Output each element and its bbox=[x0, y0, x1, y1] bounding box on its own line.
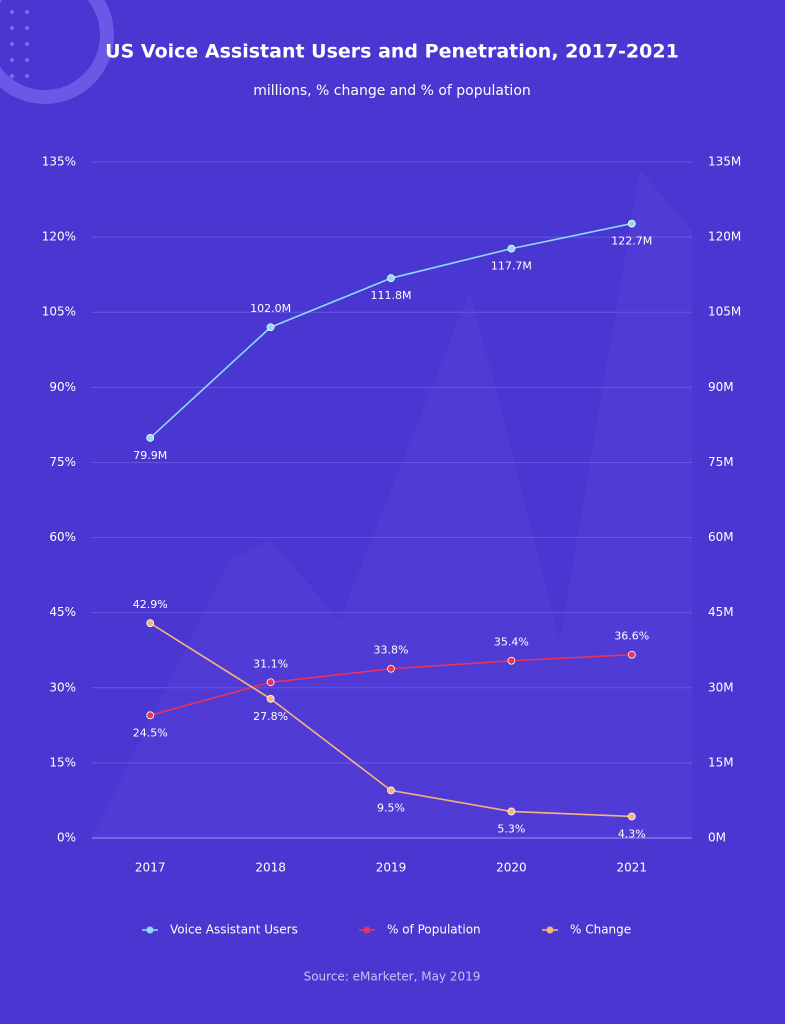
data-label: 102.0M bbox=[250, 302, 291, 315]
x-tick-label: 2017 bbox=[135, 861, 166, 875]
legend-label: % of Population bbox=[387, 923, 481, 937]
data-point bbox=[627, 650, 636, 659]
x-tick-label: 2018 bbox=[255, 861, 286, 875]
y2-tick-label: 105M bbox=[708, 305, 741, 319]
data-point bbox=[507, 656, 516, 665]
y2-tick-label: 120M bbox=[708, 230, 741, 244]
y-tick-label: 90% bbox=[49, 380, 76, 394]
data-label: 42.9% bbox=[133, 598, 168, 611]
data-label: 117.7M bbox=[491, 260, 532, 273]
legend-label: % Change bbox=[570, 923, 631, 937]
y-tick-label: 75% bbox=[49, 455, 76, 469]
y-tick-label: 105% bbox=[42, 305, 76, 319]
decoration bbox=[0, 0, 114, 104]
data-point bbox=[627, 812, 636, 821]
data-point bbox=[507, 807, 516, 816]
x-tick-label: 2020 bbox=[496, 861, 527, 875]
y2-tick-label: 0M bbox=[708, 831, 726, 845]
y2-tick-label: 75M bbox=[708, 455, 734, 469]
data-label: 5.3% bbox=[497, 822, 525, 835]
legend-marker bbox=[363, 926, 371, 934]
data-label: 4.3% bbox=[618, 827, 646, 840]
legend-label: Voice Assistant Users bbox=[170, 923, 298, 937]
data-label: 24.5% bbox=[133, 726, 168, 739]
y-tick-label: 0% bbox=[57, 831, 76, 845]
data-point bbox=[266, 678, 275, 687]
y2-tick-label: 30M bbox=[708, 680, 734, 694]
decoration bbox=[92, 170, 692, 838]
data-point bbox=[266, 694, 275, 703]
data-point bbox=[387, 664, 395, 673]
data-point bbox=[387, 274, 395, 283]
data-point bbox=[146, 711, 155, 720]
x-tick-label: 2021 bbox=[617, 861, 648, 875]
data-point bbox=[266, 323, 275, 332]
y2-tick-label: 15M bbox=[708, 755, 734, 769]
data-point bbox=[146, 434, 155, 442]
data-point bbox=[627, 219, 636, 228]
data-point bbox=[507, 244, 516, 253]
data-label: 36.6% bbox=[614, 630, 649, 643]
data-label: 31.1% bbox=[253, 657, 288, 670]
chart-title: US Voice Assistant Users and Penetration… bbox=[105, 41, 679, 63]
y2-tick-label: 135M bbox=[708, 155, 741, 169]
data-label: 79.9M bbox=[133, 449, 167, 462]
data-label: 9.5% bbox=[377, 801, 405, 814]
y2-tick-label: 45M bbox=[708, 605, 734, 619]
data-label: 35.4% bbox=[494, 636, 529, 649]
y-tick-label: 30% bbox=[49, 680, 76, 694]
data-label: 122.7M bbox=[611, 235, 652, 248]
y-tick-label: 45% bbox=[49, 605, 76, 619]
y2-tick-label: 60M bbox=[708, 530, 734, 544]
data-point bbox=[387, 786, 395, 795]
legend-marker bbox=[546, 926, 554, 934]
y-tick-label: 120% bbox=[42, 230, 76, 244]
data-label: 27.8% bbox=[253, 710, 288, 723]
source: Source: eMarketer, May 2019 bbox=[304, 970, 481, 984]
data-label: 111.8M bbox=[371, 289, 412, 302]
data-label: 33.8% bbox=[374, 644, 409, 657]
x-tick-label: 2019 bbox=[376, 861, 407, 875]
y-tick-label: 60% bbox=[49, 530, 76, 544]
y-tick-label: 15% bbox=[49, 755, 76, 769]
chart-subtitle: millions, % change and % of population bbox=[253, 83, 531, 99]
data-point bbox=[146, 619, 155, 628]
y2-tick-label: 90M bbox=[708, 380, 734, 394]
legend-marker bbox=[146, 926, 154, 934]
y-tick-label: 135% bbox=[42, 155, 76, 169]
decoration bbox=[10, 10, 29, 78]
